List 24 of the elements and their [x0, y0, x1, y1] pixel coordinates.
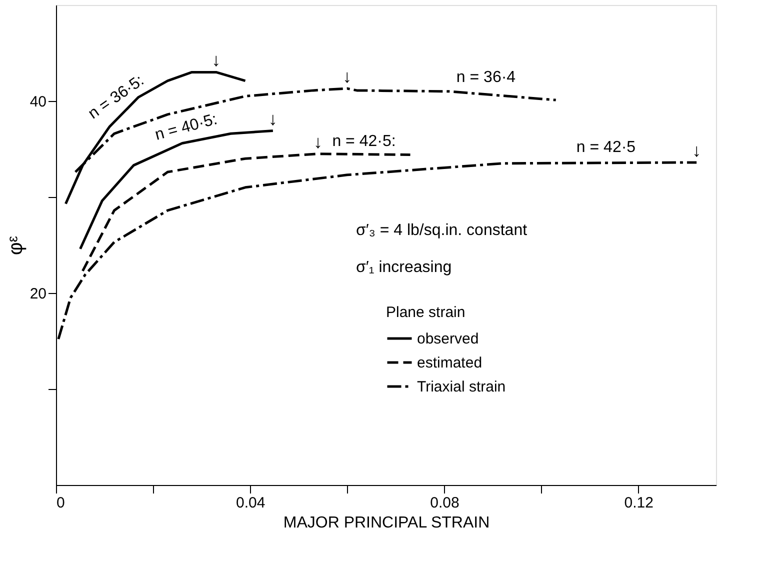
- legend-title: Plane strain: [386, 304, 466, 321]
- annotation: n = 40·5:: [153, 111, 220, 144]
- y-tick-label: 40: [30, 94, 46, 110]
- annotation: σ′₁ increasing: [356, 259, 452, 276]
- legend-label: observed: [417, 330, 479, 348]
- annotation: ↓: [268, 108, 278, 129]
- annotation: n = 36·5:: [85, 72, 148, 123]
- annotation: ↓: [692, 140, 702, 160]
- annotation: n = 42·5:: [332, 133, 396, 150]
- annotation: n = 42·5: [576, 139, 636, 156]
- legend-label: Triaxial strain: [417, 378, 506, 396]
- annotation: ↓: [342, 66, 352, 87]
- x-axis-title: MAJOR PRINCIPAL STRAIN: [283, 514, 490, 532]
- annotation: ↓: [212, 50, 221, 70]
- x-tick-label: 0: [56, 494, 65, 512]
- y-axis-title: φᵋ: [4, 236, 27, 256]
- annotation: n = 36·4: [456, 69, 516, 86]
- annotation: σ′₃ = 4 lb/sq.in. constant: [356, 222, 528, 239]
- x-tick-label: 0.08: [430, 494, 460, 512]
- y-tick-label: 20: [30, 286, 46, 302]
- x-tick-label: 0.04: [236, 494, 266, 512]
- annotation: ↓: [314, 132, 323, 152]
- x-tick-label: 0.12: [624, 494, 654, 512]
- legend-label: estimated: [417, 354, 482, 372]
